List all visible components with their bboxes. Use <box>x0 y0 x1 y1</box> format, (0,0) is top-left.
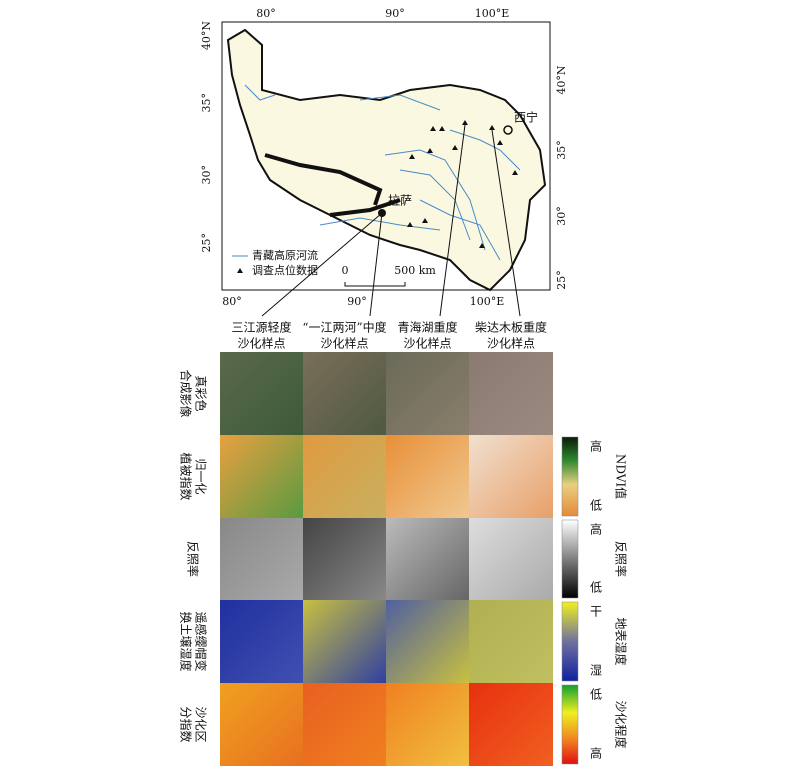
image-cell <box>220 683 303 766</box>
image-cell <box>220 435 303 518</box>
colorbar-label: 高 <box>590 439 602 454</box>
image-cell <box>469 683 553 766</box>
image-cell <box>469 435 553 518</box>
colorbar-label: 湿 <box>590 663 602 678</box>
city-marker <box>503 125 513 135</box>
image-cell <box>303 518 386 600</box>
colorbar-label: 低 <box>590 499 602 513</box>
rivers <box>244 84 521 261</box>
colorbar-label: 低 <box>590 688 602 702</box>
colorbar-label: 高 <box>590 522 602 537</box>
lat-label: 40°N <box>555 65 568 94</box>
lon-label: 100°E <box>470 295 505 308</box>
image-cell <box>386 518 469 600</box>
colorbar <box>561 436 579 517</box>
lat-label: 30° <box>200 165 213 185</box>
lon-label: 100°E <box>475 7 510 20</box>
colorbar <box>561 684 579 765</box>
city-label: 西宁 <box>514 110 538 125</box>
colorbar-label: 干 <box>590 605 602 619</box>
content: 40°N 35° 30° 25° 80° 90° 100°E 80° 90° 100°E 40°N 3… <box>179 7 629 766</box>
pointer <box>369 212 383 317</box>
image-cell <box>303 435 386 518</box>
row-label: 遥感缨帽变 <box>194 611 209 671</box>
column-header: 沙化样点 <box>237 336 285 351</box>
column-header: 柴达木板重度 <box>475 320 547 335</box>
pointer <box>439 124 466 317</box>
column-header: 沙化样点 <box>487 336 535 351</box>
column-header: 沙化样点 <box>403 336 451 351</box>
colorbar <box>561 601 579 682</box>
legend-label: 调查点位数据 <box>252 263 318 277</box>
image-cell <box>469 600 553 683</box>
image-cell <box>386 683 469 766</box>
column-header: 三江源轻度 <box>231 320 291 335</box>
lat-label: 40°N <box>200 21 213 50</box>
survey-points <box>407 120 518 248</box>
lon-label: 80° <box>256 7 276 20</box>
lon-label: 90° <box>385 7 405 20</box>
colorbar-title: 沙化程度 <box>614 700 629 748</box>
lat-label: 35° <box>555 140 568 160</box>
boundary <box>264 153 401 217</box>
row-label: 归一化 <box>194 458 208 494</box>
image-cell <box>303 600 386 683</box>
column-header: “一江两河”中度 <box>302 320 386 335</box>
row-label: 合成影像 <box>179 369 194 417</box>
colorbar-title: NDVI值 <box>614 454 629 499</box>
plateau-outline <box>226 28 547 292</box>
colorbar <box>561 519 579 599</box>
lon-label: 90° <box>347 295 367 308</box>
scale-label: 0 <box>342 264 349 277</box>
map <box>221 21 551 317</box>
lat-label: 25° <box>555 270 568 290</box>
row-label: 分指数 <box>179 706 194 742</box>
row-label: 植被指数 <box>179 452 194 500</box>
pointer <box>261 212 383 317</box>
city-label: 拉萨 <box>388 193 412 208</box>
column-header: 青海湖重度 <box>397 320 457 335</box>
scale-label: 500 km <box>394 264 436 277</box>
image-cell <box>303 352 386 435</box>
scale-bar <box>344 282 406 287</box>
column-header: 沙化样点 <box>320 336 368 351</box>
lon-label: 80° <box>222 295 242 308</box>
colorbar-title: 反照率 <box>614 541 629 577</box>
image-cell <box>303 683 386 766</box>
legend-label: 青藏高原河流 <box>252 248 318 262</box>
colorbar-title: 地表湿度 <box>614 617 629 665</box>
pointer <box>491 129 521 317</box>
lat-label: 30° <box>555 206 568 226</box>
image-cell <box>220 352 303 435</box>
image-cell <box>386 600 469 683</box>
row-label: 真彩色 <box>194 375 208 411</box>
legend-marker <box>237 268 243 273</box>
row-label: 换土壤湿度 <box>179 611 194 671</box>
image-cell <box>386 435 469 518</box>
row-label: 反照率 <box>186 541 201 577</box>
lat-label: 35° <box>200 93 213 113</box>
row-label: 沙化区 <box>194 706 208 742</box>
colorbar-label: 高 <box>590 746 602 761</box>
colorbar-label: 低 <box>590 581 602 595</box>
image-cell <box>469 352 553 435</box>
image-cell <box>469 518 553 600</box>
image-cell <box>220 518 303 600</box>
image-cell <box>386 352 469 435</box>
lat-label: 25° <box>200 233 213 253</box>
image-cell <box>220 600 303 683</box>
